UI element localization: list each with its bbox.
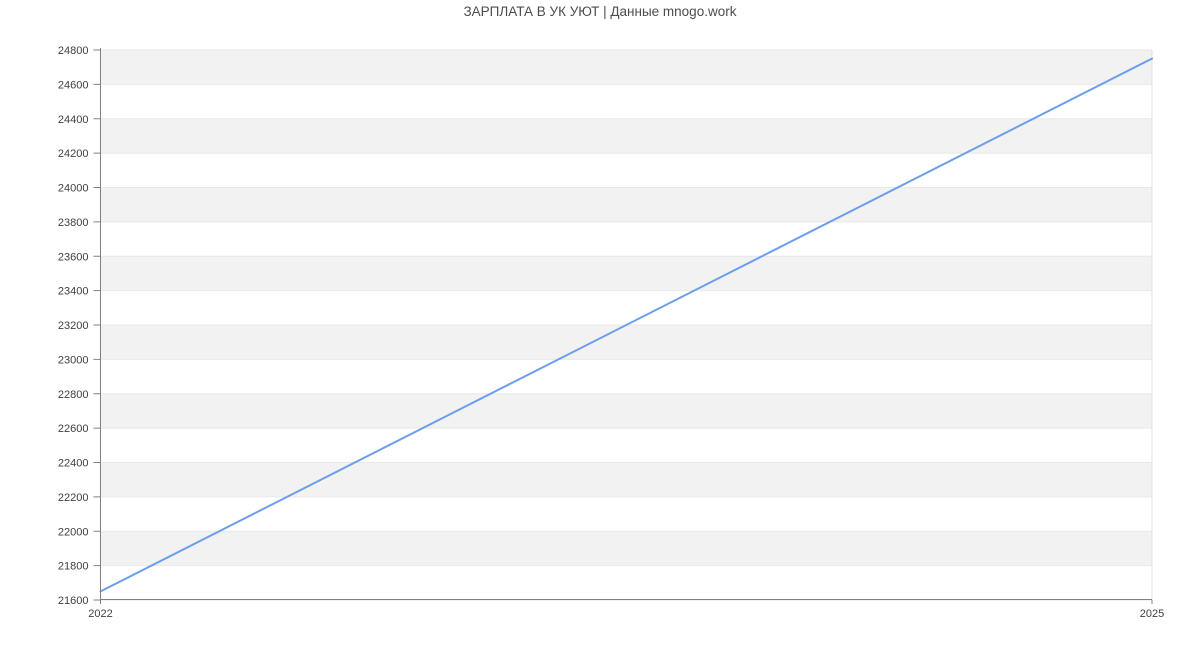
y-tick-label: 23600	[58, 251, 89, 263]
y-tick-label: 21600	[58, 595, 89, 607]
plot-band	[100, 50, 1152, 85]
chart-title: ЗАРПЛАТА В УК УЮТ | Данные mnogo.work	[463, 4, 737, 19]
plot-band	[100, 428, 1152, 463]
y-tick-label: 24000	[58, 183, 89, 195]
y-tick-label: 23400	[58, 286, 89, 298]
y-tick-label: 24200	[58, 148, 89, 160]
plot-band	[100, 359, 1152, 394]
plot-band	[100, 325, 1152, 360]
plot-band	[100, 496, 1152, 532]
y-tick-label: 23000	[58, 354, 89, 366]
y-tick-label: 22400	[58, 458, 89, 470]
plot-band	[100, 256, 1152, 291]
y-tick-label: 24800	[58, 45, 89, 57]
y-tick-label: 22800	[58, 389, 89, 401]
x-tick-label: 2025	[1140, 608, 1164, 620]
plot-band	[100, 153, 1152, 188]
plot-band	[100, 290, 1152, 325]
y-tick-label: 22000	[58, 526, 89, 538]
y-tick-label: 22600	[58, 423, 89, 435]
y-tick-label: 24400	[58, 114, 89, 126]
plot-band	[100, 531, 1152, 566]
series-line	[99, 57, 1153, 593]
y-tick-label: 24600	[58, 79, 89, 91]
y-tick-label: 23800	[58, 217, 89, 229]
y-tick-label: 22200	[58, 492, 89, 504]
x-tick-label: 2022	[88, 608, 112, 620]
plot-band	[100, 565, 1152, 600]
plot-band	[100, 393, 1152, 429]
plot-band	[100, 118, 1152, 154]
y-tick-label: 21800	[58, 561, 89, 573]
plot-band	[100, 221, 1152, 257]
plot-band	[100, 462, 1152, 497]
plot-band	[100, 187, 1152, 222]
plot-band	[100, 84, 1152, 119]
y-tick-label: 23200	[58, 320, 89, 332]
